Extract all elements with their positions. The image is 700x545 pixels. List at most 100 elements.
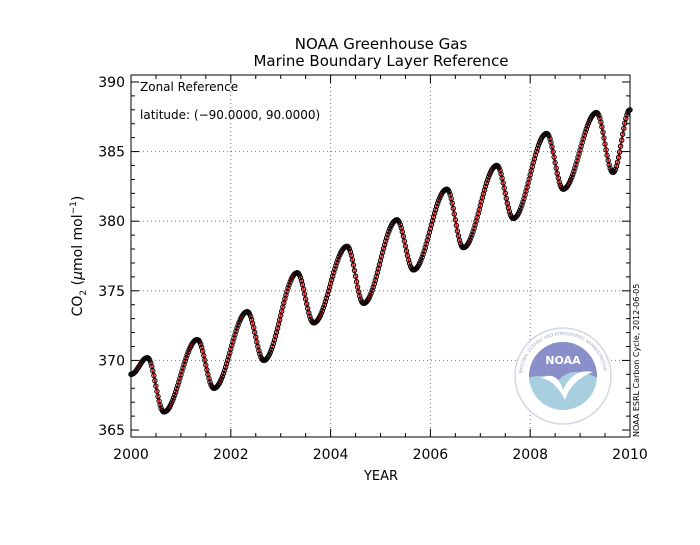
logo-bird	[541, 371, 593, 400]
data-point	[353, 279, 360, 285]
data-point	[503, 195, 509, 202]
y-axis-label: CO2 (μmol mol−1)	[69, 196, 89, 317]
data-point	[484, 177, 491, 183]
data-point	[571, 168, 577, 175]
data-point	[582, 129, 588, 135]
data-point	[286, 282, 292, 288]
grid	[131, 75, 630, 437]
data-point	[172, 392, 178, 398]
data-point	[334, 259, 340, 266]
data-point	[506, 209, 513, 215]
data-point	[469, 232, 475, 238]
data-point	[174, 386, 180, 392]
data-point	[501, 185, 507, 191]
data-point	[485, 174, 492, 180]
x-tick-label: 2004	[313, 447, 349, 463]
data-point	[354, 284, 361, 290]
data-point	[483, 180, 490, 186]
x-tick-label: 2008	[512, 447, 548, 463]
co2-series	[128, 107, 633, 415]
data-point	[270, 340, 277, 347]
data-point	[570, 171, 576, 178]
logo-top	[529, 342, 597, 382]
axis-ticks: 2000 2002 2004 2006 2008 2010 365 370 375 380 385 3…	[98, 75, 648, 463]
data-point	[417, 259, 423, 266]
y-tick-label: 385	[98, 145, 125, 161]
data-point	[332, 266, 338, 272]
data-point	[602, 141, 608, 147]
data-point	[616, 149, 623, 155]
data-point	[181, 361, 187, 368]
data-point	[456, 237, 463, 243]
y-tick-label: 375	[98, 284, 125, 300]
data-point	[323, 295, 330, 301]
data-point	[233, 328, 239, 334]
data-point	[396, 219, 402, 225]
data-point	[600, 129, 606, 136]
data-point	[235, 322, 241, 328]
data-point	[547, 136, 553, 142]
data-point	[222, 364, 229, 370]
data-point	[178, 372, 184, 378]
data-point	[150, 368, 156, 374]
data-point	[234, 325, 240, 331]
data-point	[176, 379, 182, 385]
data-point	[383, 238, 389, 244]
data-point	[203, 362, 209, 368]
data-point	[386, 228, 392, 235]
chart-subtitle: Marine Boundary Layer Reference	[253, 52, 508, 70]
y-tick-label: 380	[98, 214, 125, 230]
x-tick-label: 2010	[612, 447, 648, 463]
data-point	[349, 257, 356, 263]
data-point	[579, 139, 585, 146]
data-point	[624, 112, 630, 118]
data-point	[324, 292, 331, 298]
data-point	[433, 203, 440, 210]
y-tick-label: 370	[98, 353, 125, 369]
data-point	[321, 302, 328, 308]
data-point	[401, 238, 408, 244]
data-point	[357, 293, 363, 299]
data-point	[269, 344, 276, 350]
data-point	[148, 360, 154, 366]
data-point	[185, 349, 191, 355]
data-point	[218, 376, 225, 382]
data-point	[157, 402, 163, 408]
data-point	[267, 349, 273, 355]
data-point	[352, 273, 359, 279]
data-point	[482, 183, 489, 190]
data-point	[284, 288, 290, 295]
data-point	[300, 286, 307, 292]
data-point	[453, 222, 460, 229]
data-point	[283, 292, 289, 298]
data-point	[606, 162, 612, 168]
chart-title: NOAA Greenhouse Gas	[295, 35, 468, 53]
data-point	[520, 199, 526, 205]
data-point	[446, 189, 452, 195]
data-point	[518, 205, 524, 211]
data-point	[320, 305, 326, 311]
data-point	[256, 348, 262, 354]
data-point	[435, 200, 441, 207]
data-point	[253, 334, 259, 340]
data-point	[402, 243, 409, 249]
data-point	[449, 200, 455, 206]
data-point	[421, 248, 427, 254]
data-point	[369, 287, 375, 293]
data-point	[397, 221, 403, 228]
data-point	[169, 397, 176, 404]
credit-text: NOAA ESRL Carbon Cycle, 2012-06-05	[632, 284, 641, 437]
x-tick-label: 2000	[113, 447, 149, 463]
plot-frame	[130, 74, 631, 438]
data-point	[617, 143, 624, 149]
data-point	[467, 237, 473, 243]
data-point	[405, 257, 412, 263]
data-point	[236, 319, 242, 326]
data-point	[385, 231, 391, 238]
data-point	[620, 131, 626, 137]
data-point	[502, 190, 508, 196]
data-point	[619, 137, 625, 143]
data-point	[306, 310, 312, 316]
